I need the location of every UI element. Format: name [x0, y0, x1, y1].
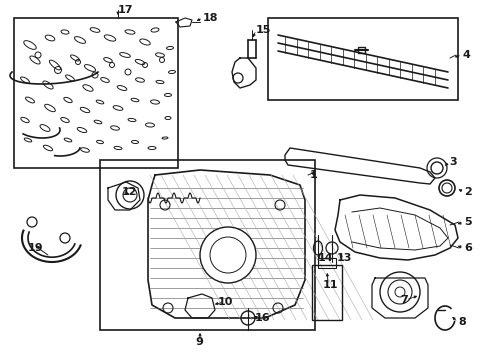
Text: 18: 18: [203, 13, 219, 23]
Text: 16: 16: [255, 313, 270, 323]
Bar: [312, 265, 342, 320]
Text: 6: 6: [464, 243, 472, 253]
Text: 10: 10: [218, 297, 233, 307]
Text: 9: 9: [195, 337, 203, 347]
Text: 13: 13: [337, 253, 352, 263]
Text: 2: 2: [464, 187, 472, 197]
Text: 12: 12: [122, 187, 138, 197]
Text: 15: 15: [256, 25, 271, 35]
Text: 3: 3: [449, 157, 457, 167]
Text: 5: 5: [464, 217, 472, 227]
Text: 8: 8: [458, 317, 466, 327]
Bar: [268, 18, 458, 100]
Text: 1: 1: [310, 170, 318, 180]
Text: 4: 4: [462, 50, 470, 60]
Text: 14: 14: [318, 253, 334, 263]
Text: 19: 19: [28, 243, 44, 253]
Text: 7: 7: [400, 295, 408, 305]
Bar: [14, 18, 178, 168]
Text: 17: 17: [118, 5, 133, 15]
Bar: [358, 47, 365, 53]
Bar: [100, 160, 315, 330]
Bar: [318, 258, 336, 268]
Circle shape: [200, 227, 256, 283]
Text: 11: 11: [323, 280, 339, 290]
